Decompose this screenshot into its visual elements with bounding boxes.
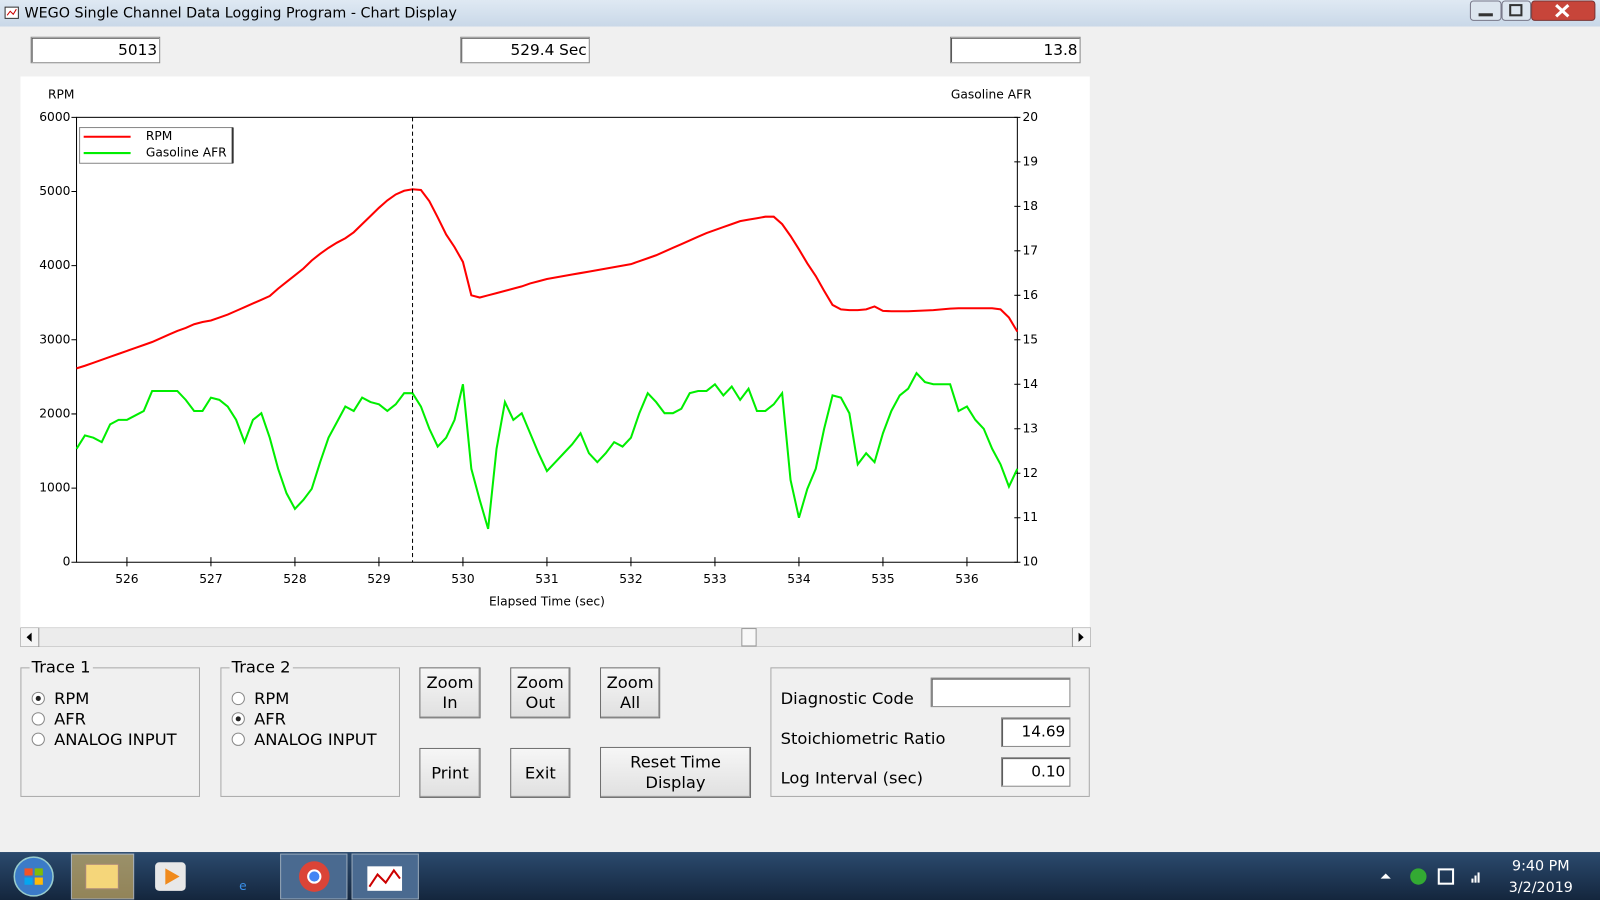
y-tick-label: 4000 <box>39 258 70 272</box>
y2-tick-label: 20 <box>1022 110 1038 124</box>
radio-circle[interactable] <box>231 732 245 746</box>
y-tick-label: 3000 <box>39 332 70 346</box>
rpm-readout: 5013 <box>30 36 161 64</box>
svg-text:e: e <box>239 879 247 893</box>
series-line <box>75 371 1019 530</box>
plot-frame <box>76 116 1018 563</box>
trace1-group: Trace 1 RPM AFR ANALOG INPUT <box>20 657 200 797</box>
radio-option[interactable]: AFR <box>231 709 286 729</box>
radio-label[interactable]: AFR <box>54 709 86 729</box>
y2-tick-label: 17 <box>1022 243 1038 257</box>
x-tick-label: 531 <box>535 572 558 586</box>
legend-label: Gasoline AFR <box>146 146 227 160</box>
x-tick-label: 536 <box>955 572 979 586</box>
y2-tick-label: 13 <box>1022 421 1038 435</box>
radio-circle[interactable] <box>31 691 45 706</box>
y2-axis-label: Gasoline AFR <box>951 87 1032 101</box>
radio-circle[interactable] <box>231 691 245 706</box>
clock-date: 3/2/2019 <box>1508 879 1573 896</box>
series-line <box>76 188 1019 370</box>
tray-icons[interactable] <box>1378 864 1490 891</box>
y-tick-label: 5000 <box>39 184 70 198</box>
chart-panel: RPM Gasoline AFR Elapsed Time (sec) 0 1000 20… <box>20 76 1090 628</box>
radio-label[interactable]: RPM <box>254 688 290 709</box>
zoom-in-button[interactable]: Zoom In <box>419 667 481 719</box>
chart: RPM Gasoline AFR Elapsed Time (sec) 0 1000 20… <box>39 87 1038 609</box>
taskbar-icons[interactable]: e <box>0 852 429 900</box>
y-tick-label: 0 <box>63 555 71 569</box>
window-controls[interactable] <box>1469 0 1600 22</box>
x-tick-label: 526 <box>115 572 139 586</box>
y2-tick-label: 11 <box>1022 510 1038 524</box>
y2-tick-label: 10 <box>1022 555 1038 569</box>
radio-label[interactable]: ANALOG INPUT <box>254 729 377 749</box>
y2-tick-label: 14 <box>1022 377 1038 391</box>
interval-field[interactable]: 0.10 <box>1001 757 1071 787</box>
y-tick-label: 6000 <box>39 110 70 124</box>
radio-circle[interactable] <box>31 712 45 726</box>
scrollbar[interactable] <box>20 627 1091 647</box>
y2-tick-label: 15 <box>1022 332 1038 346</box>
exit-button[interactable]: Exit <box>510 747 571 798</box>
afr-readout: 13.8 <box>949 36 1081 64</box>
legend-label: RPM <box>146 129 172 143</box>
zoom-out-button[interactable]: Zoom Out <box>510 667 571 719</box>
y-tick-label: 1000 <box>39 481 70 495</box>
x-tick-label: 529 <box>367 572 390 586</box>
group-title: Trace 1 <box>29 657 93 677</box>
radio-label[interactable]: RPM <box>54 688 90 709</box>
diagnostic-field[interactable] <box>930 677 1071 708</box>
x-tick-label: 533 <box>703 572 726 586</box>
x-tick-label: 532 <box>619 572 642 586</box>
stoich-label: Stoichiometric Ratio <box>780 728 946 748</box>
x-axis-label: Elapsed Time (sec) <box>489 595 605 609</box>
radio-option[interactable]: RPM <box>231 688 290 709</box>
radio-option[interactable]: ANALOG INPUT <box>231 729 377 749</box>
taskbar: e 9:40 PM 3/2/2019 <box>0 852 1600 900</box>
x-tick-label: 530 <box>451 572 474 586</box>
x-tick-label: 528 <box>283 572 306 586</box>
clock-time: 9:40 PM <box>1512 858 1570 875</box>
x-tick-label: 535 <box>871 572 894 586</box>
title-bar: WEGO Single Channel Data Logging Program… <box>0 0 1600 27</box>
radio-circle[interactable] <box>231 712 245 726</box>
app-icon <box>4 6 19 19</box>
diagnostics-group: Diagnostic Code Stoichiometric Ratio 14.… <box>770 667 1090 797</box>
x-tick-label: 527 <box>199 572 222 586</box>
x-tick-label: 534 <box>787 572 811 586</box>
window-title: WEGO Single Channel Data Logging Program… <box>24 5 457 22</box>
zoom-all-button[interactable]: Zoom All <box>599 667 661 719</box>
radio-option[interactable]: RPM <box>31 688 90 709</box>
y2-tick-label: 18 <box>1022 199 1038 213</box>
reset-time-button[interactable]: Reset Time Display <box>599 746 752 798</box>
trace2-group: Trace 2 RPM AFR ANALOG INPUT <box>220 657 400 797</box>
print-button[interactable]: Print <box>419 747 481 798</box>
radio-label[interactable]: AFR <box>254 709 286 729</box>
radio-option[interactable]: AFR <box>31 709 86 729</box>
radio-option[interactable]: ANALOG INPUT <box>31 729 177 749</box>
radio-circle[interactable] <box>31 732 45 746</box>
diagnostic-label: Diagnostic Code <box>780 688 914 709</box>
y-axis-label: RPM <box>48 87 74 101</box>
radio-label[interactable]: ANALOG INPUT <box>54 729 177 749</box>
stoich-field[interactable]: 14.69 <box>1001 717 1071 747</box>
y2-tick-label: 19 <box>1022 154 1038 168</box>
group-title: Trace 2 <box>229 657 293 677</box>
y-tick-label: 2000 <box>39 406 70 420</box>
legend-box <box>79 127 234 164</box>
time-readout: 529.4 Sec <box>460 36 590 64</box>
y2-tick-label: 16 <box>1022 288 1038 302</box>
y2-tick-label: 12 <box>1022 466 1038 480</box>
interval-label: Log Interval (sec) <box>780 768 923 788</box>
